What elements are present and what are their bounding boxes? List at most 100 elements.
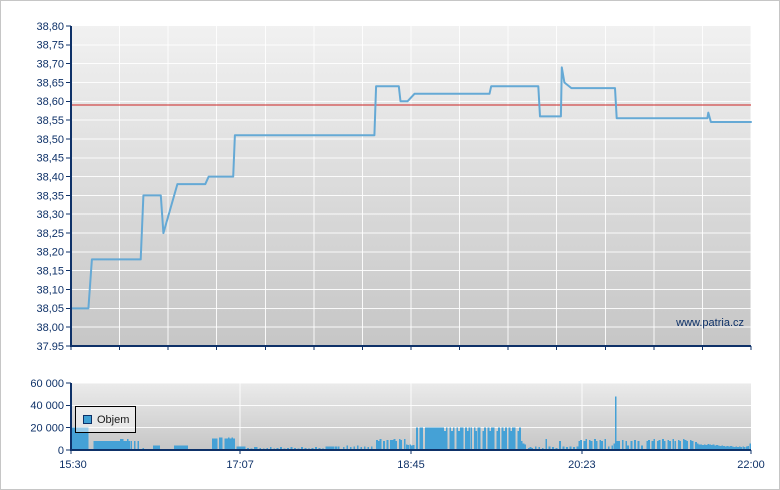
volume-bar bbox=[641, 445, 643, 450]
time-tick-label: 15:30 bbox=[59, 459, 87, 471]
price-y-tick-label: 38,55 bbox=[36, 115, 64, 127]
volume-bar bbox=[72, 427, 75, 450]
volume-bar bbox=[740, 447, 743, 450]
price-y-tick-label: 38,20 bbox=[36, 247, 64, 259]
volume-bar bbox=[179, 445, 181, 450]
volume-bar bbox=[552, 447, 554, 450]
volume-bar bbox=[83, 427, 85, 450]
volume-bar bbox=[538, 447, 540, 450]
volume-bar bbox=[747, 446, 750, 450]
volume-bar bbox=[114, 441, 117, 450]
volume-bar bbox=[224, 438, 227, 450]
volume-bar bbox=[475, 431, 478, 450]
volume-bar bbox=[125, 441, 127, 450]
volume-bar bbox=[241, 446, 244, 450]
volume-bar bbox=[517, 431, 520, 450]
volume-bar bbox=[724, 446, 727, 450]
volume-bar bbox=[119, 439, 122, 450]
volume-bar bbox=[79, 427, 82, 450]
volume-bar bbox=[492, 427, 495, 450]
volume-bar bbox=[717, 445, 720, 450]
volume-bar bbox=[621, 439, 624, 450]
volume-y-tick-label: 40 000 bbox=[30, 400, 64, 412]
price-y-tick-label: 38,60 bbox=[36, 96, 64, 108]
volume-bar bbox=[728, 446, 731, 450]
volume-bar bbox=[304, 447, 307, 450]
volume-bar bbox=[330, 446, 333, 450]
volume-bar bbox=[737, 447, 739, 450]
volume-bar bbox=[337, 446, 340, 450]
volume-bar bbox=[126, 439, 129, 450]
volume-bar bbox=[595, 441, 598, 450]
volume-bar bbox=[663, 441, 666, 450]
volume-bar bbox=[133, 441, 136, 450]
volume-bar bbox=[107, 441, 110, 450]
volume-bar bbox=[77, 427, 80, 450]
volume-bar bbox=[627, 445, 629, 450]
volume-bar bbox=[445, 427, 448, 450]
volume-bar bbox=[479, 427, 481, 450]
volume-bar bbox=[229, 438, 232, 450]
volume-bar bbox=[545, 438, 547, 450]
volume-bar bbox=[508, 427, 511, 450]
volume-bar bbox=[100, 441, 103, 450]
volume-bar bbox=[578, 441, 581, 450]
volume-bar bbox=[318, 447, 321, 450]
volume-bar bbox=[684, 439, 687, 450]
volume-bar bbox=[360, 447, 363, 450]
volume-bar bbox=[175, 445, 178, 450]
volume-bar bbox=[679, 441, 682, 450]
volume-bar bbox=[123, 441, 126, 450]
volume-bar bbox=[683, 438, 685, 450]
volume-bar bbox=[470, 427, 472, 450]
volume-bar bbox=[156, 445, 159, 450]
price-y-tick-label: 38,40 bbox=[36, 171, 64, 183]
volume-bar bbox=[634, 439, 636, 450]
volume-bar bbox=[468, 427, 471, 450]
volume-bar bbox=[226, 438, 228, 450]
volume-bar bbox=[220, 437, 223, 450]
volume-bar bbox=[742, 446, 744, 450]
volume-bar bbox=[745, 446, 748, 450]
volume-bar bbox=[276, 447, 279, 450]
volume-bar bbox=[637, 441, 640, 450]
volume-bar bbox=[498, 427, 500, 450]
volume-bar bbox=[213, 438, 216, 450]
volume-bar bbox=[548, 446, 551, 450]
volume-bar bbox=[180, 445, 183, 450]
volume-bar bbox=[524, 444, 527, 450]
volume-bar bbox=[424, 427, 427, 450]
volume-bar bbox=[588, 439, 591, 450]
volume-bar bbox=[102, 441, 105, 450]
volume-bar bbox=[473, 427, 476, 450]
volume-bar bbox=[404, 438, 406, 450]
volume-bar bbox=[482, 431, 485, 450]
volume-bar bbox=[496, 431, 499, 450]
volume-bar bbox=[332, 446, 335, 450]
volume-bar bbox=[334, 446, 336, 450]
volume-bar bbox=[733, 447, 736, 450]
volume-bar bbox=[491, 427, 493, 450]
volume-bar bbox=[487, 427, 490, 450]
volume-bar bbox=[461, 427, 464, 450]
volume-bar bbox=[534, 446, 537, 450]
volume-bar bbox=[97, 441, 99, 450]
volume-bar bbox=[419, 427, 422, 450]
volume-bar bbox=[716, 444, 718, 450]
volume-y-tick-label: 20 000 bbox=[30, 423, 64, 435]
volume-bar bbox=[726, 446, 729, 450]
volume-bar bbox=[451, 431, 453, 450]
volume-bar bbox=[158, 445, 160, 450]
volume-bar bbox=[356, 445, 359, 450]
volume-bar bbox=[111, 441, 113, 450]
volume-bar bbox=[501, 427, 504, 450]
volume-bar bbox=[569, 446, 572, 450]
volume-bar bbox=[686, 441, 689, 450]
volume-bar bbox=[93, 441, 96, 450]
volume-bar bbox=[730, 446, 732, 450]
volume-bar bbox=[173, 445, 176, 450]
volume-bar bbox=[109, 441, 112, 450]
volume-bar bbox=[672, 438, 675, 450]
volume-bar bbox=[152, 445, 155, 450]
volume-bar bbox=[233, 438, 235, 450]
